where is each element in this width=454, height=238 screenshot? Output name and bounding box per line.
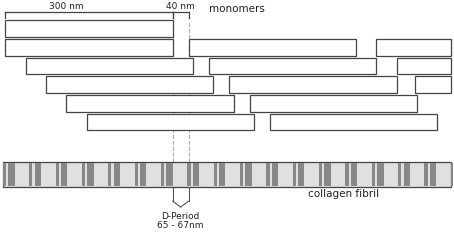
Bar: [415, 76, 451, 93]
Bar: [82, 163, 85, 186]
Bar: [188, 39, 356, 56]
Bar: [5, 39, 173, 56]
Bar: [424, 163, 428, 186]
Bar: [398, 163, 401, 186]
Bar: [35, 163, 41, 186]
Bar: [266, 163, 270, 186]
Text: 300 nm: 300 nm: [49, 2, 84, 11]
Bar: [229, 76, 397, 93]
Bar: [188, 163, 191, 186]
Bar: [293, 163, 296, 186]
Bar: [319, 163, 322, 186]
Bar: [66, 95, 234, 112]
Bar: [3, 163, 6, 186]
Text: 65 - 67nm: 65 - 67nm: [157, 221, 204, 230]
Bar: [214, 163, 217, 186]
Bar: [270, 114, 438, 130]
Bar: [135, 163, 138, 186]
Bar: [351, 163, 357, 186]
Bar: [140, 163, 147, 186]
Bar: [114, 163, 120, 186]
Bar: [272, 163, 278, 186]
Bar: [209, 58, 376, 74]
Bar: [430, 163, 436, 186]
Bar: [61, 163, 67, 186]
Bar: [345, 163, 349, 186]
Bar: [88, 163, 94, 186]
Bar: [325, 163, 331, 186]
Bar: [109, 163, 112, 186]
Bar: [250, 95, 417, 112]
Bar: [298, 163, 305, 186]
Bar: [3, 162, 451, 187]
Bar: [372, 163, 375, 186]
Bar: [5, 20, 173, 37]
Bar: [451, 163, 454, 186]
Bar: [219, 163, 226, 186]
Bar: [377, 163, 384, 186]
Text: collagen fibril: collagen fibril: [308, 189, 380, 199]
Bar: [25, 58, 193, 74]
Bar: [161, 163, 164, 186]
Bar: [376, 39, 451, 56]
Bar: [87, 114, 254, 130]
Bar: [30, 163, 33, 186]
Bar: [397, 58, 451, 74]
Bar: [246, 163, 252, 186]
Text: D-Period: D-Period: [161, 212, 200, 221]
Text: 40 nm: 40 nm: [166, 2, 195, 11]
Bar: [240, 163, 243, 186]
Text: monomers: monomers: [209, 4, 265, 14]
Bar: [167, 163, 173, 186]
Bar: [8, 163, 15, 186]
Bar: [193, 163, 199, 186]
Bar: [404, 163, 410, 186]
Bar: [56, 163, 59, 186]
Bar: [46, 76, 213, 93]
